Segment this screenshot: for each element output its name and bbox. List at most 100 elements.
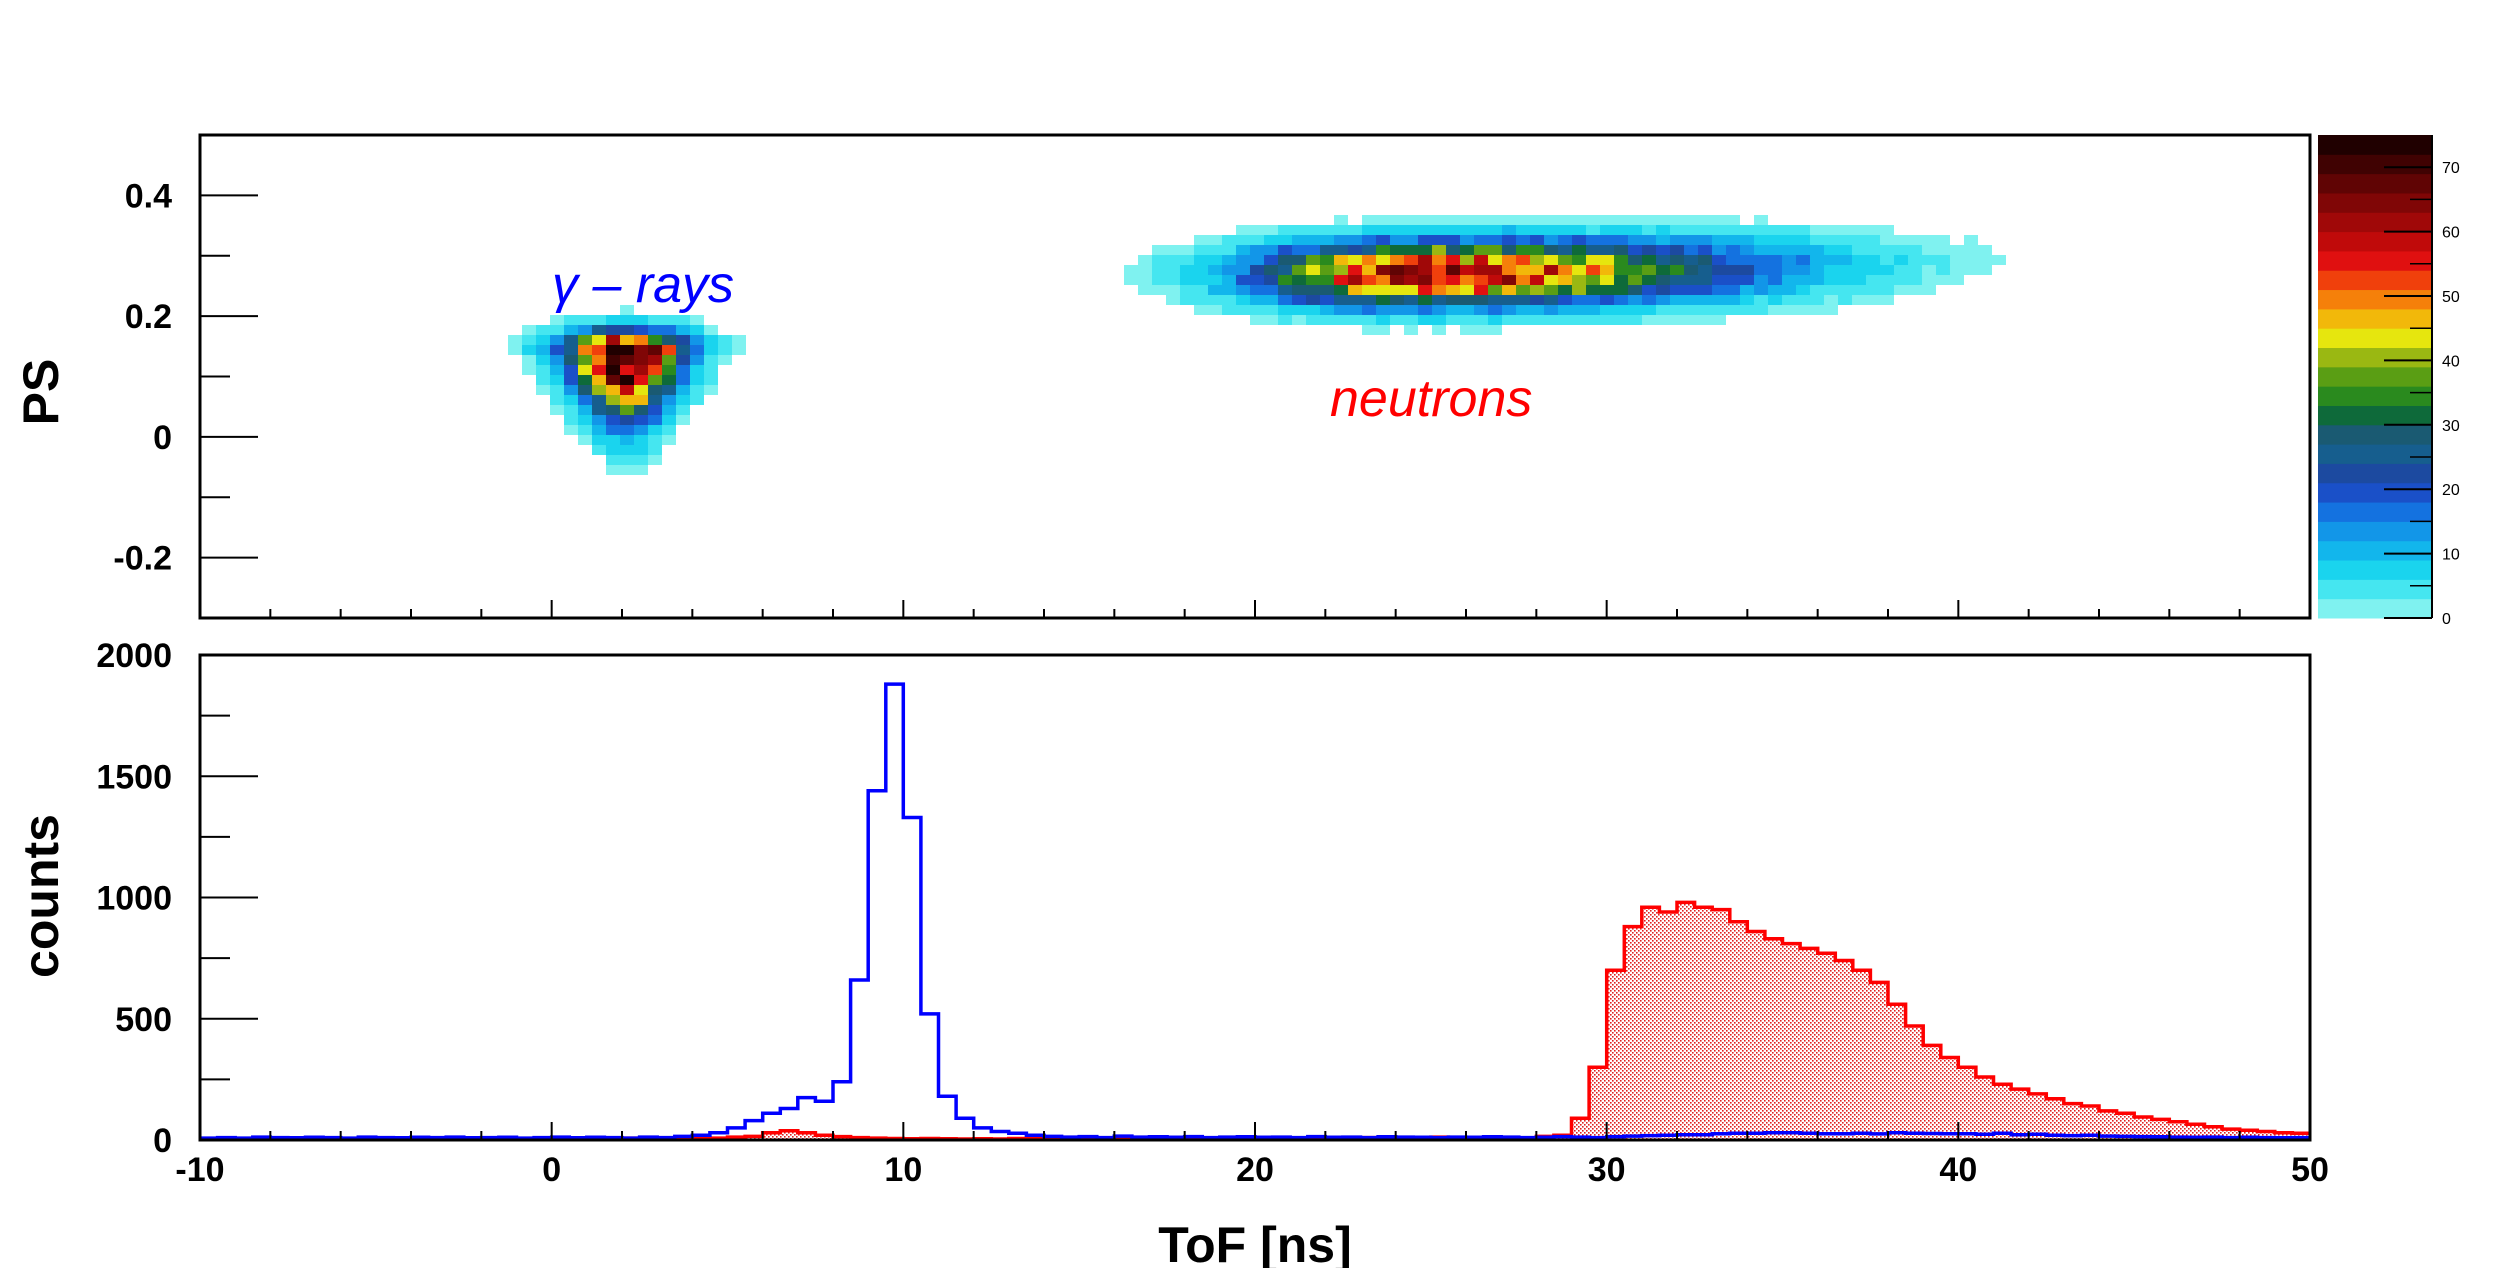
heatmap-cell bbox=[704, 345, 718, 355]
heatmap-cell bbox=[1460, 325, 1474, 335]
heatmap-cell bbox=[606, 435, 620, 445]
heatmap-cell bbox=[1418, 285, 1432, 295]
heatmap-cell bbox=[1698, 235, 1712, 245]
heatmap-cell bbox=[1614, 305, 1628, 315]
heatmap-clusters bbox=[508, 215, 2006, 475]
heatmap-cell bbox=[592, 355, 606, 365]
heatmap-cell bbox=[522, 335, 536, 345]
heatmap-cell bbox=[1642, 215, 1656, 225]
heatmap-cell bbox=[676, 355, 690, 365]
heatmap-cell bbox=[620, 465, 634, 475]
heatmap-cell bbox=[1656, 235, 1670, 245]
heatmap-cell bbox=[564, 415, 578, 425]
heatmap-cell bbox=[1852, 225, 1866, 235]
heatmap-cell bbox=[1362, 255, 1376, 265]
heatmap-cell bbox=[606, 375, 620, 385]
heatmap-cell bbox=[606, 455, 620, 465]
color-scale-swatch bbox=[2318, 192, 2432, 213]
histogram-x-tick-label: 10 bbox=[884, 1151, 922, 1189]
histogram-y-tick-label: 1500 bbox=[96, 758, 172, 796]
heatmap-cell bbox=[1404, 295, 1418, 305]
heatmap-cell bbox=[1306, 315, 1320, 325]
heatmap-cell bbox=[1236, 245, 1250, 255]
heatmap-cell bbox=[1530, 215, 1544, 225]
heatmap-cell bbox=[592, 435, 606, 445]
heatmap-cell bbox=[1390, 315, 1404, 325]
heatmap-cell bbox=[1614, 275, 1628, 285]
heatmap-cell bbox=[1586, 265, 1600, 275]
heatmap-cell bbox=[1740, 265, 1754, 275]
color-scale-tick-label: 30 bbox=[2442, 418, 2460, 435]
heatmap-cell bbox=[718, 355, 732, 365]
heatmap-cell bbox=[1698, 265, 1712, 275]
heatmap-cell bbox=[1600, 315, 1614, 325]
heatmap-cell bbox=[1320, 305, 1334, 315]
heatmap-cell bbox=[1292, 265, 1306, 275]
heatmap-cell bbox=[1572, 285, 1586, 295]
heatmap-cell bbox=[1460, 285, 1474, 295]
neutrons-label: neutrons bbox=[1330, 370, 1532, 428]
heatmap-cell bbox=[1698, 225, 1712, 235]
heatmap-cell bbox=[648, 445, 662, 455]
heatmap-cell bbox=[1628, 265, 1642, 275]
heatmap-cell bbox=[1488, 275, 1502, 285]
heatmap-cell bbox=[648, 355, 662, 365]
color-scale-tick-label: 50 bbox=[2442, 289, 2460, 306]
heatmap-cell bbox=[1768, 265, 1782, 275]
heatmap-cell bbox=[676, 325, 690, 335]
heatmap-cell bbox=[1488, 285, 1502, 295]
heatmap-cell bbox=[1306, 305, 1320, 315]
heatmap-cell bbox=[1446, 275, 1460, 285]
heatmap-cell bbox=[550, 325, 564, 335]
heatmap-cell bbox=[1754, 245, 1768, 255]
heatmap-cell bbox=[1782, 225, 1796, 235]
color-scale-swatch bbox=[2318, 405, 2432, 426]
heatmap-cell bbox=[1502, 275, 1516, 285]
heatmap-cell bbox=[1754, 255, 1768, 265]
heatmap-cell bbox=[1516, 305, 1530, 315]
heatmap-cell bbox=[1936, 245, 1950, 255]
heatmap-cell bbox=[1474, 295, 1488, 305]
heatmap-cell bbox=[1292, 255, 1306, 265]
heatmap-cell bbox=[1824, 265, 1838, 275]
histogram-x-tick-label: 30 bbox=[1588, 1151, 1626, 1189]
heatmap-cell bbox=[704, 375, 718, 385]
heatmap-cell bbox=[1418, 315, 1432, 325]
heatmap-cell bbox=[1460, 235, 1474, 245]
heatmap-cell bbox=[1782, 235, 1796, 245]
heatmap-cell bbox=[1474, 225, 1488, 235]
heatmap-cell bbox=[1600, 275, 1614, 285]
heatmap-cell bbox=[634, 435, 648, 445]
heatmap-cell bbox=[1488, 265, 1502, 275]
heatmap-cell bbox=[1964, 265, 1978, 275]
heatmap-cell bbox=[1628, 295, 1642, 305]
heatmap-cell bbox=[606, 315, 620, 325]
heatmap-cell bbox=[1600, 265, 1614, 275]
heatmap-cell bbox=[1264, 275, 1278, 285]
heatmap-cell bbox=[1656, 315, 1670, 325]
heatmap-cell bbox=[1698, 305, 1712, 315]
heatmap-cell bbox=[1208, 275, 1222, 285]
heatmap-cell bbox=[1474, 315, 1488, 325]
heatmap-cell bbox=[536, 345, 550, 355]
heatmap-cell bbox=[1684, 245, 1698, 255]
heatmap-cell bbox=[1754, 235, 1768, 245]
heatmap-cell bbox=[1712, 235, 1726, 245]
heatmap-cell bbox=[1446, 245, 1460, 255]
heatmap-cell bbox=[1698, 255, 1712, 265]
heatmap-cell bbox=[1544, 275, 1558, 285]
heatmap-cell bbox=[1278, 225, 1292, 235]
heatmap-cell bbox=[1586, 225, 1600, 235]
heatmap-cell bbox=[1908, 235, 1922, 245]
heatmap-cell bbox=[592, 315, 606, 325]
color-scale-swatch bbox=[2318, 540, 2432, 561]
heatmap-cell bbox=[1656, 275, 1670, 285]
heatmap-cell bbox=[1656, 245, 1670, 255]
heatmap-cell bbox=[1572, 225, 1586, 235]
heatmap-cell bbox=[1516, 265, 1530, 275]
heatmap-cell bbox=[620, 445, 634, 455]
heatmap-cell bbox=[1586, 285, 1600, 295]
heatmap-cell bbox=[1376, 275, 1390, 285]
heatmap-cell bbox=[1810, 235, 1824, 245]
heatmap-cell bbox=[1922, 255, 1936, 265]
